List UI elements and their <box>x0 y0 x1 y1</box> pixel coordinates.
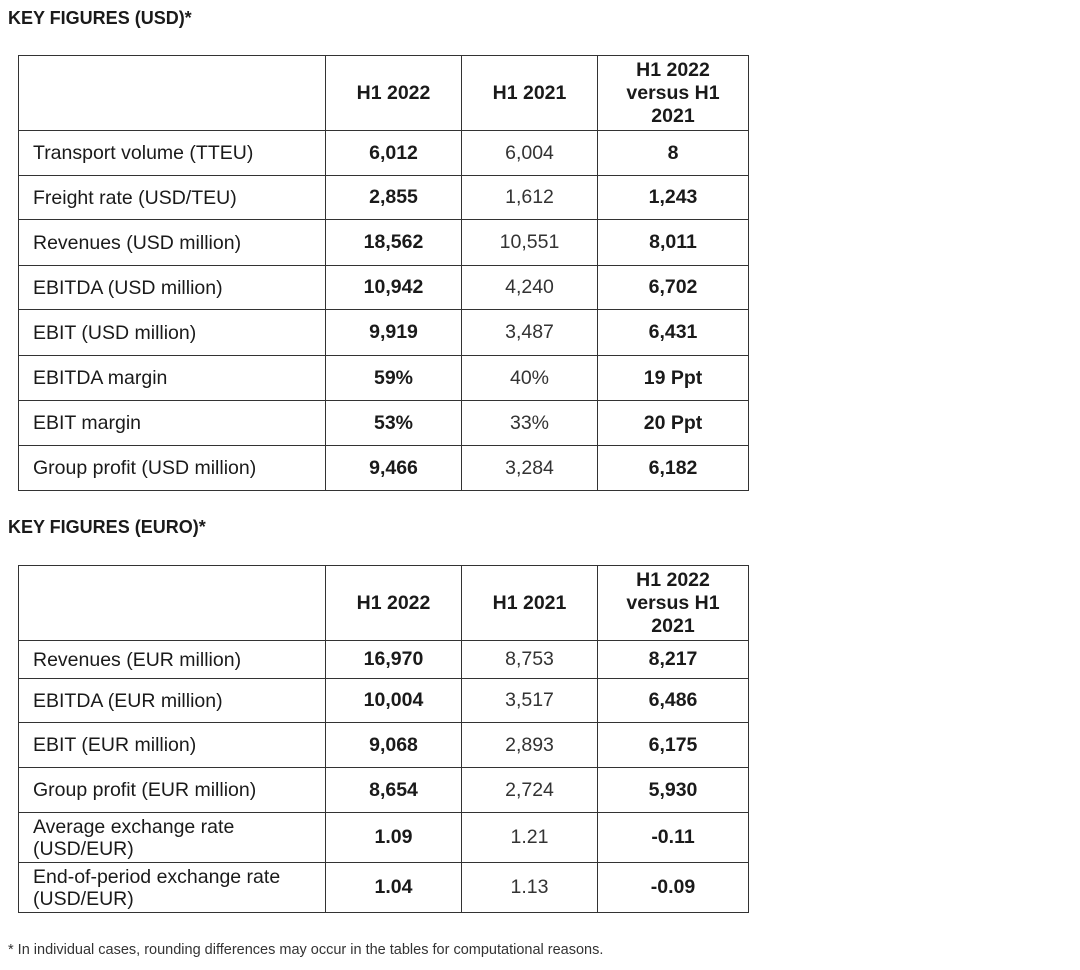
h1-2021-value: 4,240 <box>461 265 598 310</box>
table-row: EBIT (USD million) 9,919 3,487 6,431 <box>18 309 749 356</box>
usd-section-title: KEY FIGURES (USD)* <box>8 8 192 28</box>
h1-2022-value: 8,654 <box>325 767 462 813</box>
table-row: EBITDA (USD million) 10,942 4,240 6,702 <box>18 265 749 310</box>
h1-2022-value: 9,068 <box>325 722 462 768</box>
table-row: EBIT (EUR million) 9,068 2,893 6,175 <box>18 722 749 768</box>
table-row: Revenues (EUR million) 16,970 8,753 8,217 <box>18 640 749 679</box>
row-label: Transport volume (TTEU) <box>18 130 326 176</box>
row-label: End-of-period exchange rate (USD/EUR) <box>18 862 326 913</box>
h1-2021-value: 3,487 <box>461 309 598 356</box>
h1-2022-value: 2,855 <box>325 175 462 220</box>
h1-2022-value: 59% <box>325 355 462 401</box>
change-value: 6,486 <box>597 678 749 723</box>
h1-2021-value: 3,517 <box>461 678 598 723</box>
table-row: Average exchange rate (USD/EUR) 1.09 1.21-… <box>18 812 749 863</box>
row-label: Average exchange rate (USD/EUR) <box>18 812 326 863</box>
h1-2022-value: 6,012 <box>325 130 462 176</box>
euro-section-title: KEY FIGURES (EURO)* <box>8 517 206 537</box>
column-header: H1 2022 versus H1 2021 <box>597 565 749 641</box>
h1-2021-value: 2,724 <box>461 767 598 813</box>
h1-2021-value: 6,004 <box>461 130 598 176</box>
table-row: EBIT margin 53% 33% 20 Ppt <box>18 400 749 446</box>
row-label: EBITDA (USD million) <box>18 265 326 310</box>
change-value: 6,702 <box>597 265 749 310</box>
table-row: Freight rate (USD/TEU) 2,855 1,612 1,243 <box>18 175 749 220</box>
column-header: H1 2022 versus H1 2021 <box>597 55 749 131</box>
h1-2021-value: 1,612 <box>461 175 598 220</box>
row-label: EBIT (USD million) <box>18 309 326 356</box>
change-value: -0.11 <box>597 812 749 863</box>
row-label: Freight rate (USD/TEU) <box>18 175 326 220</box>
row-label: Revenues (USD million) <box>18 219 326 266</box>
h1-2022-value: 9,466 <box>325 445 462 491</box>
change-value: 1,243 <box>597 175 749 220</box>
row-label: Group profit (EUR million) <box>18 767 326 813</box>
h1-2021-value: 2,893 <box>461 722 598 768</box>
h1-2021-value: 33% <box>461 400 598 446</box>
row-label: EBITDA margin <box>18 355 326 401</box>
column-header: H1 2022 <box>325 565 462 641</box>
row-label: EBITDA (EUR million) <box>18 678 326 723</box>
change-value: 8 <box>597 130 749 176</box>
h1-2021-value: 1.13 <box>461 862 598 913</box>
column-header: H1 2021 <box>461 55 598 131</box>
table-row: Revenues (USD million) 18,562 10,551 8,011 <box>18 219 749 266</box>
change-value: 5,930 <box>597 767 749 813</box>
h1-2022-value: 1.04 <box>325 862 462 913</box>
h1-2021-value: 3,284 <box>461 445 598 491</box>
header-row: H1 2022 H1 2021 H1 2022 versus H1 2021 <box>18 55 749 131</box>
column-header: H1 2021 <box>461 565 598 641</box>
h1-2021-value: 10,551 <box>461 219 598 266</box>
euro-key-figures-table: H1 2022 H1 2021 H1 2022 versus H1 2021 Reve… <box>18 565 749 913</box>
change-value: 19 Ppt <box>597 355 749 401</box>
header-empty-cell <box>18 565 326 641</box>
h1-2022-value: 16,970 <box>325 640 462 679</box>
h1-2022-value: 18,562 <box>325 219 462 266</box>
change-value: 20 Ppt <box>597 400 749 446</box>
table-row: EBITDA margin 59% 40% 19 Ppt <box>18 355 749 401</box>
table-row: EBITDA (EUR million) 10,004 3,517 6,486 <box>18 678 749 723</box>
change-value: -0.09 <box>597 862 749 913</box>
usd-key-figures-table: H1 2022 H1 2021 H1 2022 versus H1 2021 Tran… <box>18 55 749 491</box>
table-row: End-of-period exchange rate (USD/EUR) 1.0… <box>18 862 749 913</box>
h1-2021-value: 8,753 <box>461 640 598 679</box>
h1-2022-value: 53% <box>325 400 462 446</box>
h1-2022-value: 10,942 <box>325 265 462 310</box>
row-label: EBIT (EUR million) <box>18 722 326 768</box>
change-value: 8,011 <box>597 219 749 266</box>
h1-2022-value: 9,919 <box>325 309 462 356</box>
row-label: EBIT margin <box>18 400 326 446</box>
h1-2021-value: 1.21 <box>461 812 598 863</box>
table-row: Transport volume (TTEU) 6,012 6,004 8 <box>18 130 749 176</box>
h1-2022-value: 10,004 <box>325 678 462 723</box>
change-value: 6,182 <box>597 445 749 491</box>
table-row: Group profit (EUR million) 8,654 2,724 5,93… <box>18 767 749 813</box>
header-empty-cell <box>18 55 326 131</box>
change-value: 8,217 <box>597 640 749 679</box>
table-row: Group profit (USD million) 9,466 3,284 6,18… <box>18 445 749 491</box>
row-label: Group profit (USD million) <box>18 445 326 491</box>
header-row: H1 2022 H1 2021 H1 2022 versus H1 2021 <box>18 565 749 641</box>
h1-2021-value: 40% <box>461 355 598 401</box>
h1-2022-value: 1.09 <box>325 812 462 863</box>
change-value: 6,431 <box>597 309 749 356</box>
column-header: H1 2022 <box>325 55 462 131</box>
change-value: 6,175 <box>597 722 749 768</box>
footnote: * In individual cases, rounding differen… <box>8 942 604 958</box>
row-label: Revenues (EUR million) <box>18 640 326 679</box>
